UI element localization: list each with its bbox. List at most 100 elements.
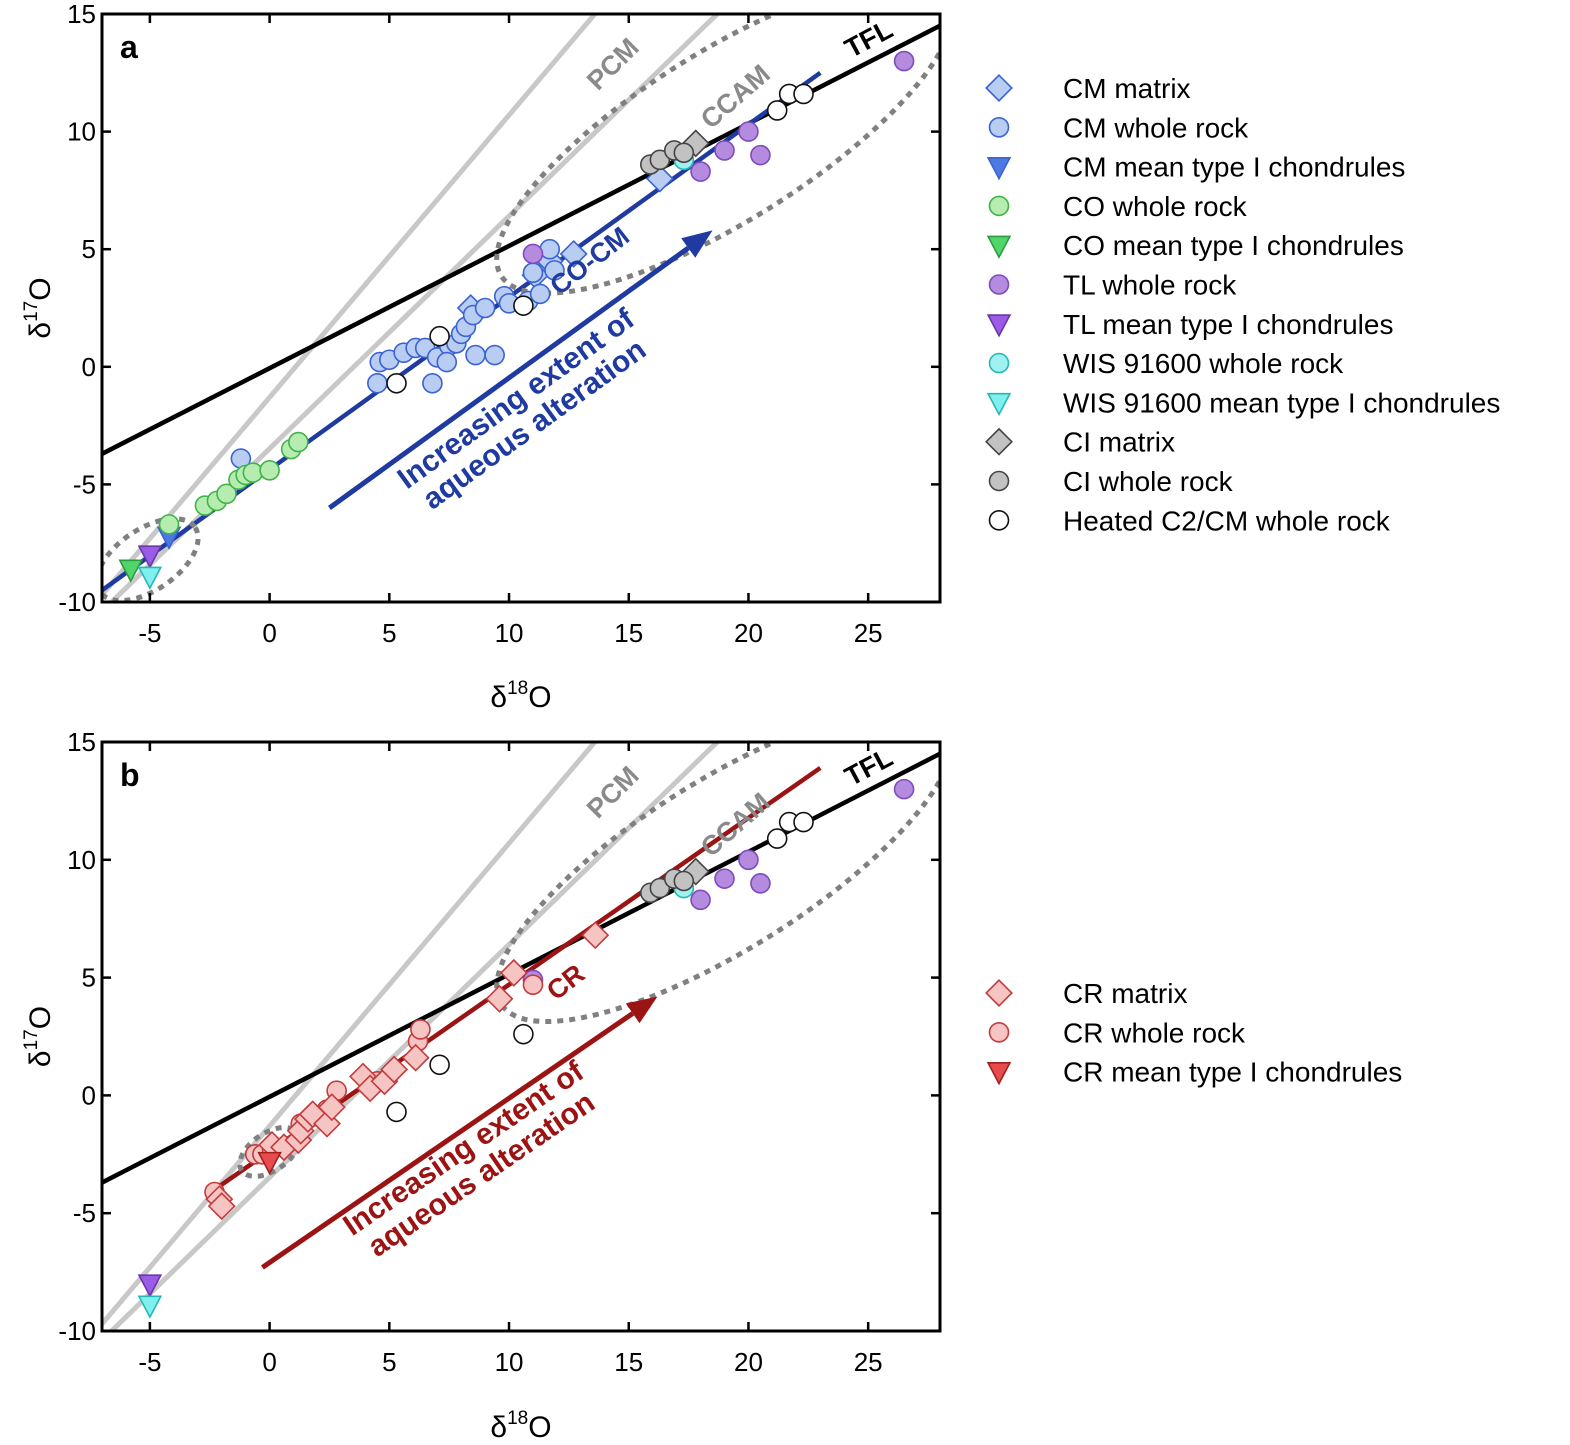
panel-a-ylabel: δ17O: [21, 277, 57, 338]
panel-a-point-tl-whole-rock-1: [522, 243, 544, 265]
panel-a-arrow-text-line-1: Increasing extent of: [392, 302, 642, 496]
panel-a-legend-label-tl-whole-rock: TL whole rock: [1063, 270, 1237, 301]
panel-a-legend-label-cm-matrix: CM matrix: [1063, 73, 1191, 104]
panel-a-point-tl-whole-rock-3: [714, 140, 735, 161]
panel-b-legend-marker-cr-mean-type-i-chondrules: [986, 1062, 1012, 1086]
panel-b-label-ccam: CCAM: [695, 787, 776, 863]
panel-b-plot-area: [102, 742, 940, 1331]
panel-a-legend-label-co-mean-type-i-chondrules: CO mean type I chondrules: [1063, 230, 1404, 261]
panel-b-legend-item-cr-whole-rock: CR whole rock: [988, 1017, 1246, 1048]
panel-a-ytick-label-5: 15: [67, 0, 96, 29]
panel-b-point-tl-whole-rock-5: [893, 778, 915, 800]
panel-b-legend-label-cr-matrix: CR matrix: [1063, 978, 1187, 1009]
panel-b-legend: CR matrix CR whole rock CR mean type I cho…: [985, 978, 1402, 1088]
panel-b-xlabel-mass: 18: [507, 1408, 528, 1429]
panel-a-ytick-label-0: -10: [58, 587, 96, 617]
panel-a-legend-label-co-whole-rock: CO whole rock: [1063, 191, 1248, 222]
panel-b-point-ci-whole-rock-2: [649, 877, 671, 899]
panel-b-ellipse-1: [494, 742, 940, 1025]
panel-b-ylabel: δ17O: [21, 1006, 57, 1067]
panel-a-legend-label-wis-91600-whole-rock: WIS 91600 whole rock: [1063, 348, 1344, 379]
panel-a-point-cm-whole-rock-21: [522, 262, 544, 284]
panel-b-series-ci-matrix: [681, 857, 710, 886]
panel-b-xtick-label-0: -5: [138, 1347, 161, 1377]
panel-b-label-pcm: PCM: [581, 760, 645, 824]
panel-a-point-cm-whole-rock-22: [529, 283, 551, 305]
panel-b-point-ci-matrix-1: [681, 857, 710, 886]
panel-b-ytick-label-4: 10: [67, 845, 96, 875]
panel-b-series-ci-whole-rock: [639, 868, 695, 904]
panel-b-legend-label-cr-mean-type-i-chondrules: CR mean type I chondrules: [1063, 1057, 1402, 1088]
panel-a-point-ci-whole-rock-2: [649, 149, 671, 171]
panel-b-point-cr-whole-rock-12: [522, 974, 544, 995]
panel-a-legend-item-ci-whole-rock: CI whole rock: [988, 466, 1234, 497]
panel-a-point-ci-whole-rock-4: [673, 142, 695, 164]
panel-a-xtick-label-1: 0: [262, 618, 276, 648]
panel-a-ytick-label-4: 10: [67, 117, 96, 147]
panel-a-point-cm-whole-rock-2: [367, 372, 388, 394]
panel-b-xtick-label-1: 0: [262, 1347, 276, 1377]
panel-a-point-cm-whole-rock-16: [474, 297, 496, 319]
panel-a-point-cm-whole-rock-24: [544, 260, 565, 281]
panel-a-legend-label-wis-91600-mean-type-i-chondrules: WIS 91600 mean type I chondrules: [1063, 387, 1500, 418]
panel-b-xtick-label-5: 20: [734, 1347, 763, 1377]
panel-a-legend-marker-cm-mean-type-i-chondrules: [986, 157, 1012, 181]
panel-a-legend-marker-co-mean-type-i-chondrules: [986, 235, 1012, 259]
panel-a-ytick-label-3: 5: [82, 234, 96, 264]
panel-a-ylabel-mass: 17: [21, 301, 42, 322]
panel-a-legend-item-wis-91600-mean-type-i-chondrules: WIS 91600 mean type I chondrules: [986, 387, 1500, 418]
panel-b-point-tl-whole-rock-2: [714, 868, 735, 889]
panel-b-point-heated-c2-cm-whole-rock-3: [513, 1023, 534, 1045]
panel-a-letter: a: [120, 29, 138, 65]
panel-a-xtick-label-4: 15: [614, 618, 643, 648]
panel-a-series-tl-mean-type-i-chondrules: [137, 545, 163, 569]
panel-a-ellipse-1: [494, 14, 940, 296]
panel-b-series-cr-matrix: [205, 921, 610, 1221]
panel-a-legend-marker-tl-mean-type-i-chondrules: [986, 314, 1012, 338]
panel-a-xtick-label-0: -5: [138, 618, 161, 648]
panel-a-legend-item-ci-matrix: CI matrix: [985, 427, 1175, 458]
panel-a-series-co-whole-rock: [158, 431, 309, 535]
panel-b-point-cr-matrix-16: [485, 984, 514, 1013]
panel-b-point-heated-c2-cm-whole-rock-6: [793, 811, 814, 833]
panel-a: Increasing extent ofaqueous alterationTF…: [21, 0, 1500, 714]
panel-b-letter: b: [120, 757, 140, 793]
panel-a-point-cm-whole-rock-25: [436, 351, 458, 373]
panel-a-ytick-label-1: -5: [73, 469, 96, 499]
panel-a-legend-marker-ci-matrix: [985, 427, 1013, 456]
panel-b-series-wis-91600-mean-type-i-chondrules: [137, 1295, 163, 1319]
panel-a-point-co-whole-rock-8: [259, 459, 280, 481]
panel-b-point-tl-mean-type-i-chondrules-1: [137, 1274, 163, 1298]
panel-a-plot-area: [102, 14, 940, 602]
panel-a-legend-item-cm-whole-rock: CM whole rock: [988, 112, 1249, 143]
panel-b-xtick-label-2: 5: [382, 1347, 396, 1377]
panel-a-point-tl-whole-rock-4: [738, 121, 759, 142]
panel-b-point-tl-whole-rock-3: [738, 849, 759, 871]
panel-a-legend-item-co-mean-type-i-chondrules: CO mean type I chondrules: [986, 230, 1404, 261]
panel-b-ytick-label-1: -5: [73, 1198, 96, 1228]
panel-b-point-heated-c2-cm-whole-rock-1: [386, 1101, 407, 1123]
panel-b-xlabel: δ18O: [490, 1408, 551, 1444]
panel-a-legend-item-heated-c2-cm-whole-rock: Heated C2/CM whole rock: [988, 505, 1391, 536]
panel-a-point-heated-c2-cm-whole-rock-3: [513, 295, 534, 316]
panel-a-legend-marker-tl-whole-rock: [988, 274, 1010, 295]
panel-a-legend-item-tl-mean-type-i-chondrules: TL mean type I chondrules: [986, 309, 1393, 340]
panel-a-legend-label-ci-whole-rock: CI whole rock: [1063, 466, 1234, 497]
panel-b-line-pcm: [102, 742, 599, 1326]
panel-b-point-heated-c2-cm-whole-rock-2: [429, 1054, 450, 1076]
panel-a-axes-frame: [100, 12, 942, 604]
panel-b-xlabel-symbol: δ: [490, 1411, 507, 1444]
panel-a-point-wis-91600-mean-type-i-chondrules-1: [137, 566, 163, 590]
panel-a-series-ci-whole-rock: [639, 140, 695, 175]
panel-b-xtick-label-3: 10: [495, 1347, 524, 1377]
panel-b-ytick-label-5: 15: [67, 727, 96, 757]
panel-a-arrow-shaft: [327, 245, 690, 510]
panel-b-legend-marker-cr-matrix: [985, 979, 1013, 1007]
panel-b-axes-frame: [100, 740, 942, 1333]
panel-a-xlabel: δ18O: [490, 678, 551, 714]
panel-a-ylabel-element: O: [24, 277, 57, 300]
panel-b: Increasing extent ofaqueous alterationTF…: [21, 727, 1402, 1444]
panel-b-xtick-label-4: 15: [614, 1347, 643, 1377]
panel-b-series-cr-mean-type-i-chondrules: [257, 1151, 282, 1176]
panel-a-legend-label-cm-mean-type-i-chondrules: CM mean type I chondrules: [1063, 152, 1405, 183]
